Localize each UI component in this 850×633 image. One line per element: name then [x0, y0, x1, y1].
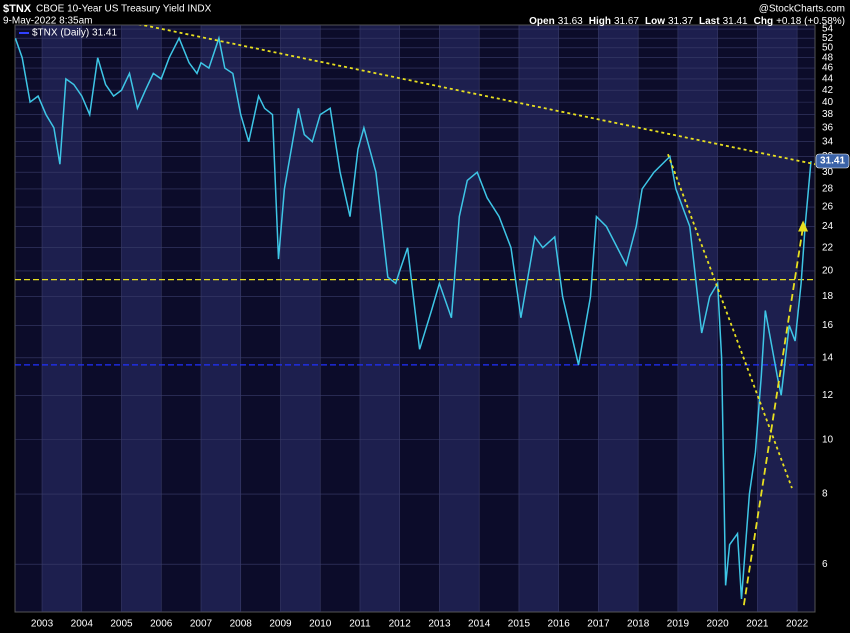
arrow-head [798, 220, 809, 232]
y-tick-label: 26 [822, 202, 834, 213]
last-value-label: 31.41 [820, 156, 845, 167]
y-tick-label: 46 [822, 63, 834, 74]
trendline [742, 226, 804, 606]
year-band [717, 25, 758, 612]
quote-value: 31.41 [723, 16, 748, 27]
trendline [667, 153, 793, 489]
x-tick-label: 2003 [31, 619, 54, 630]
x-tick-label: 2005 [110, 619, 133, 630]
x-tick-label: 2022 [786, 619, 809, 630]
year-band [81, 25, 122, 612]
year-band [359, 25, 400, 612]
subtitle: CBOE 10-Year US Treasury Yield INDX [36, 4, 212, 15]
quote-label: Chg [754, 16, 773, 27]
price-line [15, 35, 812, 600]
y-tick-label: 50 [822, 42, 834, 53]
y-tick-label: 40 [822, 97, 834, 108]
y-tick-label: 22 [822, 242, 834, 253]
year-band [42, 25, 82, 612]
year-band [439, 25, 480, 612]
x-tick-label: 2007 [190, 619, 213, 630]
legend-label: $TNX (Daily) 31.41 [32, 28, 117, 39]
quote: Open 31.63 High 31.67 Low 31.37 Last 31.41 Chg +0… [529, 16, 845, 27]
year-band [797, 25, 815, 612]
y-tick-label: 8 [822, 489, 828, 500]
quote-value: 31.63 [558, 16, 583, 27]
y-tick-label: 52 [822, 33, 834, 44]
x-tick-label: 2012 [389, 619, 412, 630]
y-tick-label: 48 [822, 52, 834, 63]
year-band [240, 25, 281, 612]
y-tick-label: 24 [822, 221, 834, 232]
x-tick-label: 2011 [349, 619, 371, 630]
y-tick-label: 16 [822, 320, 834, 331]
x-tick-label: 2015 [508, 619, 531, 630]
y-tick-label: 6 [822, 559, 828, 570]
source: @StockCharts.com [759, 4, 845, 15]
y-tick-label: 18 [822, 291, 834, 302]
trendline [138, 25, 815, 166]
y-tick-label: 10 [822, 434, 834, 445]
quote-value: 31.67 [614, 16, 639, 27]
year-band [200, 25, 241, 612]
year-band [479, 25, 519, 612]
x-tick-label: 2008 [230, 619, 253, 630]
x-tick-label: 2010 [309, 619, 332, 630]
y-tick-label: 30 [822, 167, 834, 178]
x-tick-label: 2014 [468, 619, 491, 630]
year-band [518, 25, 559, 612]
quote-value: 31.37 [668, 16, 693, 27]
y-tick-label: 12 [822, 390, 834, 401]
quote-label: Low [645, 16, 665, 27]
x-tick-label: 2020 [707, 619, 730, 630]
x-tick-label: 2018 [627, 619, 650, 630]
last-value-tag [815, 153, 850, 169]
symbol: $TNX [3, 3, 32, 15]
x-tick-label: 2006 [150, 619, 173, 630]
y-tick-label: 34 [822, 136, 834, 147]
year-band [15, 25, 43, 612]
year-band [320, 25, 360, 612]
y-tick-label: 20 [822, 266, 834, 277]
x-tick-label: 2016 [548, 619, 571, 630]
quote-label: Last [699, 16, 720, 27]
year-band [121, 25, 162, 612]
year-band [638, 25, 678, 612]
year-band [280, 25, 321, 612]
x-tick-label: 2021 [746, 619, 769, 630]
year-band [399, 25, 440, 612]
x-tick-label: 2004 [71, 619, 94, 630]
y-tick-label: 14 [822, 352, 834, 363]
date: 9-May-2022 8:35am [3, 16, 93, 27]
quote-label: Open [529, 16, 555, 27]
y-tick-label: 38 [822, 109, 834, 120]
plot-border [14, 24, 816, 613]
x-tick-label: 2019 [667, 619, 690, 630]
y-tick-label: 54 [822, 24, 834, 35]
plot [15, 25, 815, 606]
x-tick-label: 2013 [428, 619, 451, 630]
year-band [161, 25, 201, 612]
y-tick-label: 28 [822, 184, 834, 195]
x-tick-label: 2009 [269, 619, 292, 630]
y-tick-label: 42 [822, 85, 834, 96]
year-band [757, 25, 798, 612]
y-tick-label: 44 [822, 74, 834, 85]
year-band [558, 25, 599, 612]
year-band [677, 25, 718, 612]
quote-value: +0.18 (+0.58%) [776, 16, 845, 27]
y-tick-label: 36 [822, 122, 834, 133]
quote-label: High [589, 16, 611, 27]
year-band [598, 25, 639, 612]
x-tick-label: 2017 [587, 619, 610, 630]
